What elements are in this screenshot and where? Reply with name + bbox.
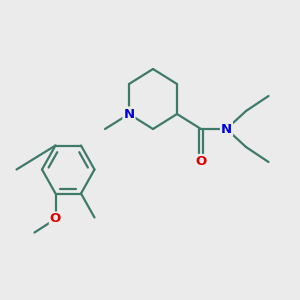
Text: N: N: [221, 122, 232, 136]
Text: O: O: [50, 212, 61, 226]
Text: O: O: [195, 155, 207, 168]
Text: N: N: [123, 107, 135, 121]
